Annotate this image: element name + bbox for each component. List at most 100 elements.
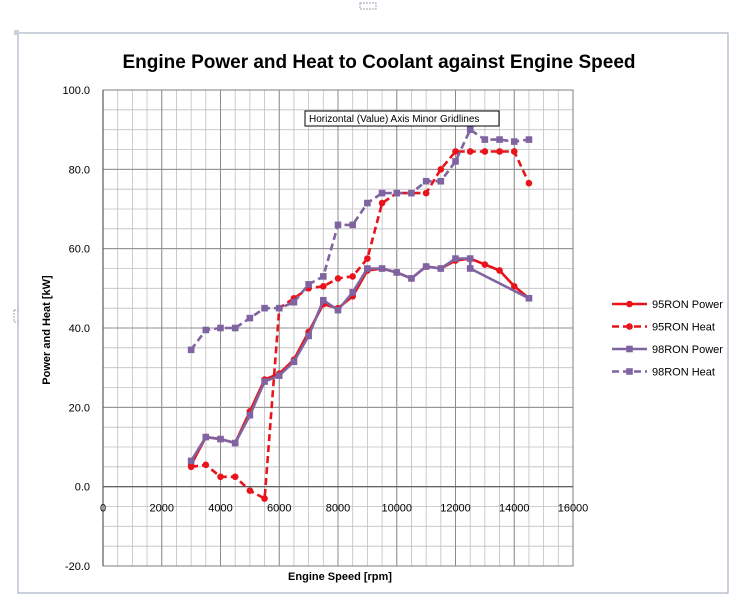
legend-label: 95RON Heat xyxy=(652,322,715,334)
data-point-98ron-heat[interactable] xyxy=(452,158,459,165)
data-point-98ron-power[interactable] xyxy=(334,306,342,314)
data-point-98ron-heat[interactable] xyxy=(378,189,386,197)
legend-item-98ron-power[interactable]: 98RON Power xyxy=(612,344,723,356)
data-point-98ron-heat[interactable] xyxy=(364,199,371,207)
data-point-98ron-power[interactable] xyxy=(290,358,298,366)
data-point-98ron-heat[interactable] xyxy=(202,326,210,334)
data-point-98ron-heat[interactable] xyxy=(334,221,342,229)
data-point-95ron-heat[interactable] xyxy=(349,273,356,280)
data-point-95ron-heat[interactable] xyxy=(202,461,210,469)
data-point-98ron-heat[interactable] xyxy=(275,304,283,312)
series-line-98ron-power[interactable] xyxy=(189,257,530,462)
corner-handle-tl[interactable] xyxy=(14,30,19,35)
data-point-98ron-heat[interactable] xyxy=(525,136,533,143)
left-resize-handle[interactable] xyxy=(13,309,19,323)
legend[interactable]: 95RON Power 95RON Heat 98RON Power 98RON He… xyxy=(612,299,723,379)
data-point-95ron-heat[interactable] xyxy=(422,189,430,197)
legend-item-95ron-heat[interactable]: 95RON Heat xyxy=(612,322,715,334)
data-point-98ron-heat[interactable] xyxy=(217,324,224,332)
data-point-95ron-heat[interactable] xyxy=(466,148,474,155)
data-point-95ron-heat[interactable] xyxy=(261,495,268,502)
data-point-98ron-power[interactable] xyxy=(437,265,445,272)
data-point-98ron-power[interactable] xyxy=(349,289,356,296)
data-point-98ron-heat[interactable] xyxy=(510,138,518,145)
data-point-95ron-power[interactable] xyxy=(481,261,489,268)
x-tick-label: 8000 xyxy=(326,503,350,515)
data-point-95ron-heat[interactable] xyxy=(452,148,459,155)
data-point-98ron-heat[interactable] xyxy=(393,189,401,197)
y-tick-label: 100.0 xyxy=(62,85,90,97)
data-point-98ron-power[interactable] xyxy=(422,263,430,270)
data-point-95ron-heat[interactable] xyxy=(187,463,195,471)
data-point-98ron-power[interactable] xyxy=(525,294,533,302)
data-point-98ron-power[interactable] xyxy=(305,332,312,340)
data-point-95ron-heat[interactable] xyxy=(231,473,239,481)
x-tick-label: 14000 xyxy=(499,503,530,515)
x-tick-label: 16000 xyxy=(558,503,589,515)
data-point-98ron-power[interactable] xyxy=(187,457,195,465)
data-point-98ron-power[interactable] xyxy=(408,275,415,282)
data-point-98ron-heat[interactable] xyxy=(261,304,268,312)
y-tick-label: 40.0 xyxy=(69,323,90,335)
legend-item-98ron-heat[interactable]: 98RON Heat xyxy=(612,367,715,379)
legend-marker[interactable] xyxy=(626,300,633,308)
data-point-98ron-heat[interactable] xyxy=(320,273,327,280)
legend-marker[interactable] xyxy=(626,345,633,353)
tooltip-text: Horizontal (Value) Axis Minor Gridlines xyxy=(309,114,479,125)
y-tick-label: -20.0 xyxy=(65,561,90,573)
data-point-95ron-power[interactable] xyxy=(496,267,503,274)
x-tick-label: 10000 xyxy=(381,503,412,515)
series-98ron-heat[interactable] xyxy=(187,126,533,354)
data-point-98ron-power[interactable] xyxy=(246,411,254,419)
data-point-95ron-heat[interactable] xyxy=(510,148,518,155)
data-point-98ron-heat[interactable] xyxy=(305,281,312,288)
legend-marker[interactable] xyxy=(626,368,633,375)
chart-title: Engine Power and Heat to Coolant against… xyxy=(122,52,635,73)
data-point-98ron-heat[interactable] xyxy=(422,177,430,185)
data-point-98ron-heat[interactable] xyxy=(437,177,445,185)
data-point-95ron-heat[interactable] xyxy=(246,487,254,494)
data-point-98ron-heat[interactable] xyxy=(290,298,298,306)
data-point-95ron-heat[interactable] xyxy=(525,179,533,187)
y-tick-label: 0.0 xyxy=(75,482,90,494)
legend-marker[interactable] xyxy=(626,323,633,330)
data-point-98ron-power[interactable] xyxy=(202,433,210,441)
data-point-95ron-heat[interactable] xyxy=(364,255,371,262)
data-point-95ron-heat[interactable] xyxy=(217,473,224,481)
series-layer xyxy=(187,126,533,502)
series-98ron-power[interactable] xyxy=(187,255,533,465)
x-tick-label: 6000 xyxy=(267,503,291,515)
data-point-98ron-power[interactable] xyxy=(217,435,224,443)
data-point-98ron-heat[interactable] xyxy=(246,314,254,322)
data-point-98ron-heat[interactable] xyxy=(349,221,356,229)
data-point-98ron-heat[interactable] xyxy=(496,136,503,143)
data-point-98ron-heat[interactable] xyxy=(466,126,474,133)
top-resize-handle[interactable] xyxy=(359,2,377,10)
legend-label: 98RON Power xyxy=(652,344,723,356)
data-point-95ron-heat[interactable] xyxy=(437,166,445,173)
data-point-98ron-power[interactable] xyxy=(261,378,268,385)
data-point-95ron-heat[interactable] xyxy=(481,148,489,155)
data-point-98ron-power[interactable] xyxy=(320,296,327,304)
data-point-95ron-heat[interactable] xyxy=(320,283,327,290)
data-point-98ron-heat[interactable] xyxy=(408,189,415,197)
data-point-95ron-heat[interactable] xyxy=(334,275,342,282)
data-point-98ron-power[interactable] xyxy=(364,265,371,272)
data-point-98ron-power[interactable] xyxy=(393,269,401,276)
data-point-95ron-heat[interactable] xyxy=(496,148,503,155)
data-point-95ron-power[interactable] xyxy=(510,283,518,290)
data-point-95ron-heat[interactable] xyxy=(378,199,386,207)
data-point-98ron-power[interactable] xyxy=(275,372,283,379)
data-point-98ron-power[interactable] xyxy=(466,255,474,262)
data-point-98ron-power[interactable] xyxy=(466,265,474,272)
data-point-98ron-power[interactable] xyxy=(452,255,459,262)
data-point-98ron-heat[interactable] xyxy=(231,324,239,332)
plot-area[interactable]: 0 2000 4000 6000 8000 10000 12000 14000 16000 -20… xyxy=(62,85,588,573)
legend-item-95ron-power[interactable]: 95RON Power xyxy=(612,299,723,311)
data-point-98ron-heat[interactable] xyxy=(187,346,195,354)
tooltip: Horizontal (Value) Axis Minor Gridlines xyxy=(304,110,500,127)
data-point-98ron-power[interactable] xyxy=(231,439,239,447)
data-point-98ron-heat[interactable] xyxy=(481,136,489,143)
data-point-98ron-power[interactable] xyxy=(378,265,386,272)
